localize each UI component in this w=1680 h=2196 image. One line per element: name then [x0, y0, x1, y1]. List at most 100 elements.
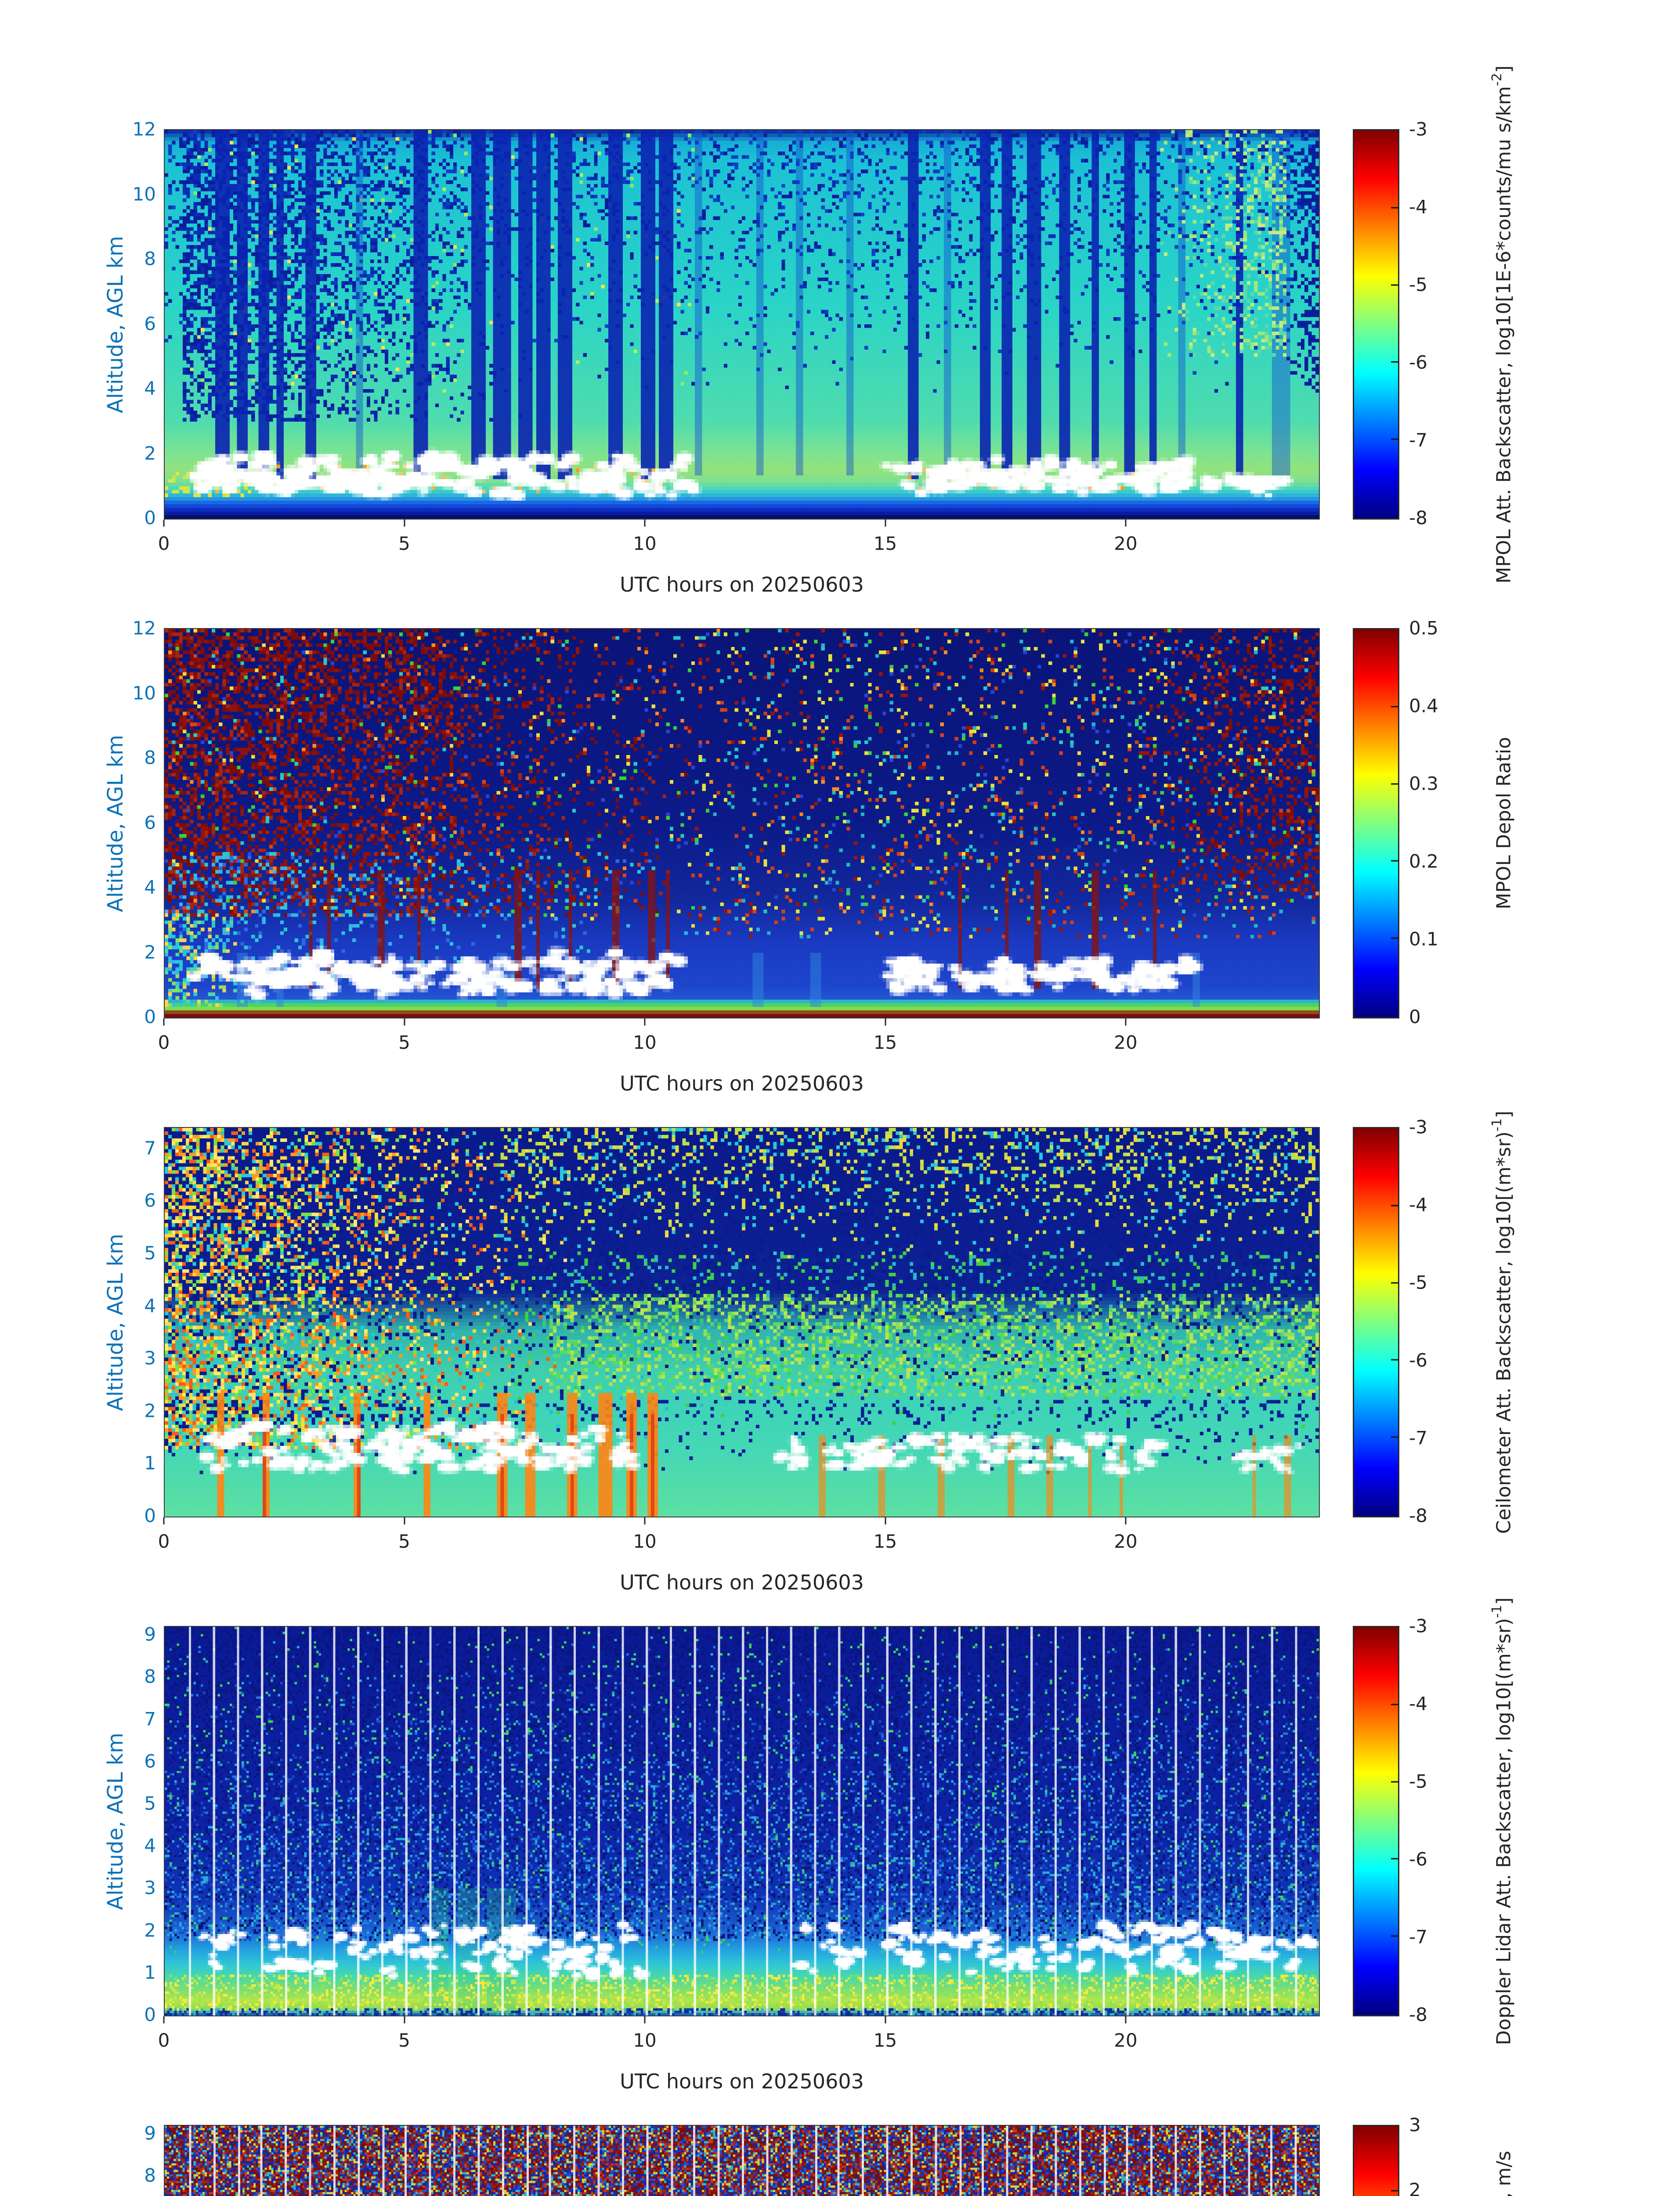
colorbar-tick-label: -4	[1409, 1693, 1427, 1715]
colorbar-tick-label: 0.3	[1409, 773, 1438, 795]
x-tick-label: 20	[1114, 2030, 1138, 2051]
colorbar-tick-label: -8	[1409, 507, 1427, 529]
x-tick-label: 10	[633, 2030, 657, 2051]
y-tick-label: 10	[132, 183, 156, 205]
x-tick-label: 20	[1114, 1032, 1138, 1053]
colorbar-ticks: -3 -4 -5 -6 -7 -8	[1409, 119, 1492, 529]
x-tick-mark	[1125, 1019, 1127, 1026]
colorbar-tick-label: -4	[1409, 1194, 1427, 1216]
colorbar-tick-mark	[1391, 1359, 1398, 1361]
x-tick-mark	[404, 520, 405, 527]
x-tick-mark	[644, 520, 646, 527]
y-tick-label: 1	[144, 1452, 156, 1474]
colorbar	[1353, 1626, 1399, 2016]
x-tick-label: 15	[873, 2030, 897, 2051]
colorbar-tick-label: 0.2	[1409, 850, 1438, 872]
y-axis-ticks: 0 2 4 6 8 10 12	[44, 119, 156, 529]
x-tick-label: 20	[1114, 533, 1138, 554]
x-tick-label: 20	[1114, 1531, 1138, 1552]
x-axis-label: UTC hours on 20250603	[620, 2070, 864, 2093]
x-tick-label: 15	[873, 1531, 897, 1552]
colorbar-tick-label: -5	[1409, 1271, 1427, 1293]
colorbar-tick-mark	[1391, 361, 1398, 363]
x-tick-label: 5	[398, 1032, 410, 1053]
colorbar-label: MPOL Depol Ratio	[1492, 737, 1515, 910]
colorbar-label: MPOL Att. Backscatter, log10[1E-6*counts…	[1489, 65, 1515, 584]
heatmap-image	[165, 2126, 1319, 2196]
x-tick-mark	[1125, 2016, 1127, 2023]
colorbar-tick-label: -3	[1409, 1615, 1427, 1637]
x-tick-label: 10	[633, 533, 657, 554]
y-tick-label: 3	[144, 1347, 156, 1369]
y-tick-label: 12	[132, 617, 156, 639]
x-tick-label: 5	[398, 533, 410, 554]
colorbar-tick-mark	[1391, 706, 1398, 708]
colorbar-tick-label: 2	[1409, 2179, 1421, 2196]
heatmap-plot-area	[164, 628, 1320, 1019]
colorbar-tick-label: 0.4	[1409, 695, 1438, 717]
y-tick-label: 4	[144, 876, 156, 898]
colorbar-label: Doppler Lidar Att. Backscatter, log10[(m…	[1489, 1597, 1515, 2045]
colorbar	[1353, 1127, 1399, 1517]
colorbar-tick-label: -5	[1409, 274, 1427, 296]
y-tick-label: 6	[144, 313, 156, 334]
panel-mpol-depol-ratio: Altitude, AGL km 0 2 4 6 8 10 12 0 5 10 15 20 UTC …	[0, 618, 1680, 1127]
y-tick-label: 1	[144, 1961, 156, 1983]
colorbar-tick-label: 0.1	[1409, 928, 1438, 950]
heatmap-plot-area	[164, 1127, 1320, 1517]
y-tick-label: 6	[144, 1750, 156, 1772]
colorbar-tick-label: -7	[1409, 1926, 1427, 1948]
colorbar-tick-mark	[1391, 2190, 1398, 2191]
colorbar-tick-mark	[1391, 1282, 1398, 1284]
colorbar	[1353, 2125, 1399, 2196]
colorbar-tick-mark	[1391, 1205, 1398, 1206]
colorbar-tick-label: -7	[1409, 1427, 1427, 1449]
x-tick-mark	[404, 1517, 405, 1524]
y-tick-label: 8	[144, 2164, 156, 2186]
y-tick-label: 0	[144, 1006, 156, 1028]
y-tick-label: 8	[144, 747, 156, 769]
x-tick-label: 10	[633, 1032, 657, 1053]
x-tick-label: 0	[158, 2030, 170, 2051]
x-tick-label: 0	[158, 1032, 170, 1053]
colorbar-tick-label: -8	[1409, 2004, 1427, 2026]
x-tick-mark	[163, 2016, 165, 2023]
colorbar	[1353, 628, 1399, 1019]
x-tick-mark	[885, 520, 886, 527]
x-tick-mark	[404, 1019, 405, 1026]
colorbar-ticks: 0.5 0.4 0.3 0.2 0.1 0	[1409, 618, 1492, 1028]
colorbar-tick-label: -6	[1409, 1349, 1427, 1371]
colorbar-tick-label: -3	[1409, 1116, 1427, 1138]
x-tick-label: 5	[398, 2030, 410, 2051]
heatmap-plot-area	[164, 2125, 1320, 2196]
x-tick-label: 0	[158, 533, 170, 554]
x-tick-mark	[163, 520, 165, 527]
colorbar-tick-mark	[1391, 207, 1398, 209]
colorbar-tick-label: 0	[1409, 1006, 1421, 1028]
y-tick-label: 9	[144, 1623, 156, 1645]
panel-mpol-backscatter: Altitude, AGL km 0 2 4 6 8 10 12 0 5 10 15 20 UTC …	[0, 65, 1680, 628]
x-tick-mark	[644, 1019, 646, 1026]
x-tick-label: 0	[158, 1531, 170, 1552]
y-tick-label: 7	[144, 1708, 156, 1730]
y-axis-ticks: 0 2 4 6 8 10 12	[44, 618, 156, 1028]
y-tick-label: 6	[144, 1189, 156, 1211]
y-tick-label: 5	[144, 1242, 156, 1264]
x-axis-ticks: 0 5 10 15 20	[158, 1517, 1320, 1566]
y-tick-label: 4	[144, 1295, 156, 1317]
y-tick-label: 2	[144, 1919, 156, 1941]
colorbar-ticks: -3 -4 -5 -6 -7 -8	[1409, 1116, 1492, 1527]
colorbar-tick-mark	[1391, 860, 1398, 862]
colorbar-tick-label: -4	[1409, 196, 1427, 218]
x-tick-mark	[885, 1019, 886, 1026]
y-tick-label: 4	[144, 377, 156, 399]
colorbar-tick-label: -7	[1409, 429, 1427, 451]
y-tick-label: 3	[144, 1877, 156, 1899]
x-tick-mark	[163, 1517, 165, 1524]
colorbar-tick-label: -6	[1409, 1848, 1427, 1870]
colorbar-tick-mark	[1391, 1858, 1398, 1860]
colorbar-tick-label: -5	[1409, 1770, 1427, 1792]
y-tick-label: 5	[144, 1792, 156, 1814]
colorbar-tick-label: 0.5	[1409, 617, 1438, 639]
colorbar-tick-mark	[1391, 1935, 1398, 1937]
